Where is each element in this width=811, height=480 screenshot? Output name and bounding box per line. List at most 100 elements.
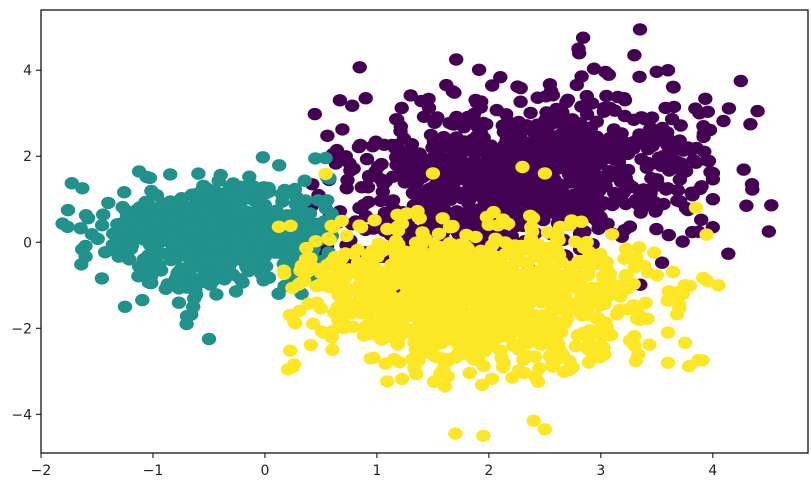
scatter-point [359, 152, 375, 166]
scatter-point [677, 336, 693, 349]
scatter-point [313, 266, 328, 279]
scatter-point [320, 280, 335, 293]
scatter-point [619, 283, 634, 296]
scatter-point [649, 203, 664, 216]
scatter-point [552, 195, 568, 208]
scatter-point [660, 294, 675, 307]
scatter-point [445, 85, 460, 98]
scatter-point [163, 168, 178, 181]
scatter-point [396, 321, 411, 334]
scatter-point [596, 341, 611, 354]
scatter-point [360, 277, 375, 290]
scatter-point [574, 309, 590, 322]
scatter-point [627, 339, 642, 352]
scatter-point [408, 162, 423, 175]
scatter-point [618, 270, 633, 283]
scatter-point [555, 106, 570, 119]
scatter-point [394, 295, 409, 309]
scatter-point [368, 165, 383, 178]
scatter-point [134, 265, 149, 279]
scatter-point [468, 230, 483, 244]
scatter-point [74, 258, 89, 271]
scatter-point [94, 272, 110, 285]
scatter-point [331, 288, 346, 302]
scatter-point [638, 296, 653, 309]
scatter-point [432, 241, 447, 255]
scatter-point [661, 228, 676, 242]
scatter-point [733, 74, 748, 88]
scatter-point [412, 147, 427, 160]
cluster-2-points [55, 151, 339, 346]
scatter-point [388, 234, 404, 248]
scatter-point [297, 174, 312, 187]
scatter-point [627, 49, 642, 62]
scatter-point [462, 182, 477, 195]
scatter-point [209, 256, 224, 269]
scatter-point [561, 116, 576, 130]
scatter-point [540, 252, 555, 266]
scatter-point [464, 114, 479, 127]
scatter-point [694, 180, 709, 193]
scatter-point [297, 274, 312, 288]
scatter-point [306, 317, 321, 330]
scatter-point [358, 92, 373, 105]
scatter-point [520, 256, 536, 269]
scatter-point [330, 266, 345, 280]
scatter-point [322, 233, 337, 246]
scatter-point [499, 197, 514, 211]
scatter-point [660, 63, 676, 77]
scatter-point [180, 209, 196, 222]
scatter-point [592, 350, 608, 364]
scatter-point [526, 414, 541, 427]
scatter-point [764, 199, 779, 212]
scatter-point [508, 173, 524, 186]
scatter-point [136, 253, 152, 266]
scatter-point [660, 356, 676, 369]
scatter-point [191, 167, 206, 180]
scatter-point [288, 317, 303, 330]
scatter-point [567, 188, 582, 201]
scatter-point [509, 206, 524, 219]
scatter-point [716, 114, 731, 128]
scatter-point [96, 208, 111, 221]
scatter-point [363, 352, 378, 365]
scatter-point [288, 198, 303, 211]
scatter-point [242, 206, 258, 219]
plot-frame [40, 9, 809, 454]
scatter-point [668, 135, 683, 149]
y-tick-label: 0 [23, 235, 32, 251]
scatter-point [422, 182, 437, 196]
scatter-point [365, 140, 380, 153]
scatter-point [142, 171, 158, 185]
scatter-point [307, 107, 322, 121]
scatter-point [492, 151, 507, 164]
scatter-point [329, 143, 345, 157]
scatter-point [352, 219, 367, 232]
scatter-point [453, 208, 468, 221]
scatter-point [431, 193, 446, 206]
scatter-point [582, 324, 597, 337]
scatter-point [280, 239, 295, 253]
scatter-point [618, 197, 633, 211]
scatter-point [655, 121, 670, 135]
scatter-point [744, 178, 760, 191]
scatter-point [547, 317, 562, 330]
scatter-point [435, 212, 450, 225]
scatter-point [117, 186, 132, 199]
scatter-point [550, 232, 565, 245]
scatter-point [511, 343, 526, 356]
scatter-point [98, 246, 113, 259]
scatter-point [207, 209, 222, 222]
scatter-point [421, 101, 437, 115]
scatter-point [445, 219, 460, 233]
scatter-point [242, 170, 257, 183]
scatter-point [243, 221, 258, 234]
scatter-point [501, 300, 516, 314]
scatter-point [496, 125, 512, 139]
scatter-point [586, 62, 602, 75]
scatter-point [352, 61, 367, 74]
scatter-point [425, 167, 441, 180]
scatter-point [373, 306, 389, 320]
scatter-point [367, 214, 382, 227]
